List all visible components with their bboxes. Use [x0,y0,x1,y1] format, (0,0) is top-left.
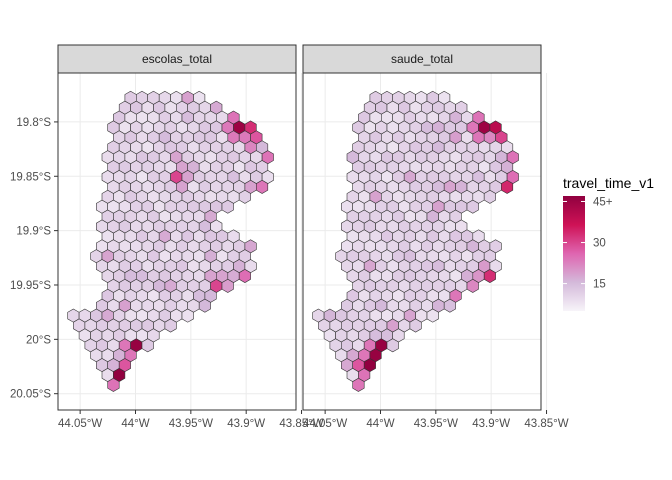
x-tick-label: 43.95°W [414,418,458,430]
hex-cell [181,308,194,323]
hex-cell [107,377,120,392]
legend-title: travel_time_v1 [563,175,654,191]
hex-cell [221,278,234,293]
x-axes: 44.05°W 44°W 43.95°W 43.9°W 43.85°W44.05°W 44… [58,410,569,430]
hex-cell [238,189,251,204]
hex-cell [198,298,211,313]
hex-cell [466,199,479,214]
legend-colorbar [563,196,585,311]
hex-cell [221,199,234,214]
hex-cell [426,308,439,323]
hex-cells [312,90,519,392]
x-tick-label: 44.05°W [303,418,347,430]
hex-cell [141,338,154,353]
x-axis-escolas_total: 44.05°W 44°W 43.95°W 43.9°W 43.85°W [58,410,324,430]
hex-cell [443,298,456,313]
y-tick-label: 19.9°S [16,226,51,238]
hex-cell [483,269,496,283]
legend-break-label: 30 [593,238,606,250]
hex-cell [483,189,496,204]
hex-cell [352,377,365,392]
x-tick-label: 43.95°W [169,418,213,430]
x-tick-label: 43.9°W [472,418,510,430]
y-tick-label: 20.05°S [10,389,51,401]
hex-cell [409,318,422,333]
legend: travel_time_v1 15 30 45+ [563,175,654,311]
x-tick-label: 44°W [121,418,149,430]
hex-cell [386,338,399,353]
y-tick-label: 19.8°S [16,117,51,129]
hex-cell [164,318,177,333]
y-tick-label: 19.95°S [10,280,51,292]
legend-break-label: 45+ [593,196,613,208]
y-tick-label: 20°S [26,334,51,346]
facet-strip [57,44,297,74]
facet-strip [302,44,542,74]
facet-strip-label: saude_total [391,52,453,66]
facet-panel-escolas_total: escolas_total [57,44,303,411]
y-tick-label: 19.85°S [10,171,51,183]
x-tick-label: 44.05°W [58,418,102,430]
facet-panel-saude_total: saude_total [302,44,548,411]
x-tick-label: 44°W [366,418,394,430]
y-axis: 19.8°S 19.85°S 19.9°S 19.95°S 20°S 20.05°S [10,117,58,401]
hex-cell [255,179,269,194]
x-tick-label: 43.85°W [279,418,323,430]
facet-strip-label: escolas_total [142,52,212,66]
hex-cell [466,278,479,293]
legend-break-label: 15 [593,279,606,291]
panel-border [57,72,297,411]
hex-cell [500,179,514,194]
panel-border [302,72,542,411]
hex-cell [238,269,251,283]
hex-cells [67,90,274,392]
x-axis-saude_total: 44.05°W 44°W 43.95°W 43.9°W 43.85°W [303,410,569,430]
x-tick-label: 43.85°W [524,418,568,430]
facet-panels: escolas_total saude_total [57,44,548,411]
x-tick-label: 43.9°W [227,418,265,430]
